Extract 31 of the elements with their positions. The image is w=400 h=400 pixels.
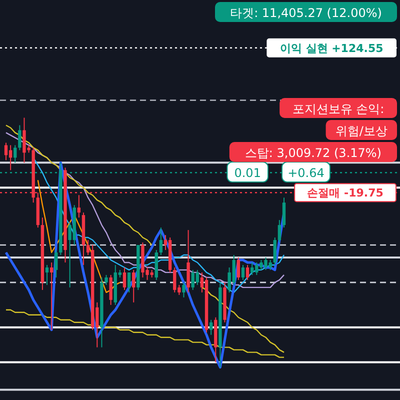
annotation: 0.01 <box>234 166 261 180</box>
candlestick <box>241 264 245 280</box>
candlestick <box>278 220 282 244</box>
candlestick <box>282 197 286 228</box>
candlestick <box>159 227 163 256</box>
candlestick <box>246 264 250 280</box>
annotation: 스탑: 3,009.72 (3.17%) <box>244 146 382 160</box>
candlestick <box>127 272 131 293</box>
text: +0.64 <box>288 166 324 180</box>
candlestick <box>45 264 49 286</box>
text: 타겟: 11,405.27 (12.00%) <box>230 6 382 20</box>
candlestick <box>14 144 17 164</box>
candlestick <box>236 256 240 280</box>
candlestick <box>196 269 200 286</box>
candlestick <box>8 144 12 171</box>
candlestick <box>122 266 126 290</box>
candlestick <box>109 274 112 306</box>
candlestick <box>18 124 22 151</box>
candlestick <box>209 319 213 336</box>
candlestick <box>273 237 276 266</box>
candlestick <box>50 262 54 330</box>
ref-line-label: 손절매 -19.75 <box>307 186 384 200</box>
candlestick <box>132 269 136 303</box>
candlestick <box>4 142 8 161</box>
candlestick <box>77 194 81 218</box>
text: 포지션보유 손익: <box>292 102 384 116</box>
candlestick <box>54 249 58 278</box>
candlestick <box>182 282 186 298</box>
candlestick <box>104 274 108 286</box>
ref-line-label: 이익 실현 +124.55 <box>280 42 384 55</box>
text: 위험/보상 <box>335 124 388 138</box>
